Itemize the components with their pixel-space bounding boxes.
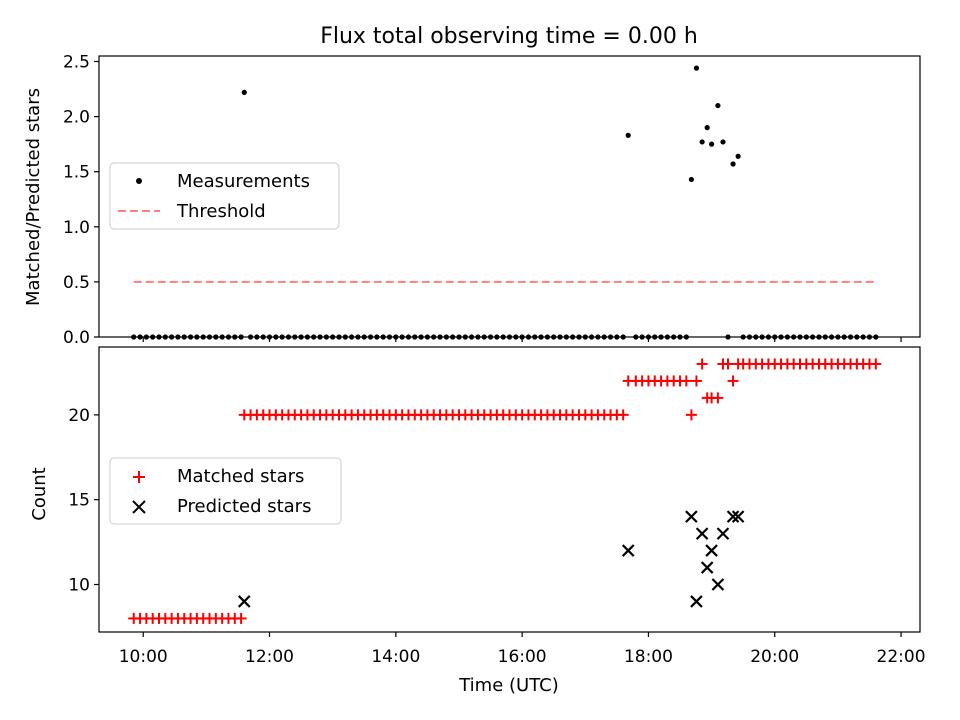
measurement-point [704,125,710,131]
matched-star-point [685,409,697,421]
measurement-point [688,176,694,183]
top-legend: Measurements Threshold [109,162,340,230]
legend-measurements-marker [136,178,142,184]
bottom-plot-frame [98,346,921,633]
x-tick-label: 10:00 [119,647,168,667]
bottom-y-tick-label: 10 [68,576,90,596]
measurement-point [708,141,715,147]
measurement-point [241,89,247,95]
top-y-axis-label: Matched/Predicted stars [23,88,44,306]
top-y-axis: 0.0 0.5 1.0 1.5 2.0 2.5 [63,53,99,348]
measurement-point [715,102,721,109]
top-plot-frame [98,55,921,338]
top-y-tick-label: 1.5 [63,163,90,183]
predicted-star-point [731,510,745,523]
top-plot-marks [131,65,879,340]
predicted-star-point [716,527,730,540]
legend-matched-marker [133,471,145,483]
x-tick-label: 12:00 [245,647,294,667]
predicted-star-point [685,510,698,523]
predicted-star-point [237,595,251,608]
bottom-y-tick-label: 15 [68,491,90,511]
matched-star-point [690,375,702,387]
predicted-star-point [726,510,740,523]
measurement-point [699,139,705,145]
x-tick-label: 16:00 [498,647,547,667]
bottom-legend: Matched stars Predicted stars [109,457,342,525]
predicted-star-point [690,595,703,608]
measurement-point [693,65,700,71]
predicted-star-point [695,527,709,540]
top-y-tick-label: 1.0 [63,218,90,238]
bottom-y-axis: 10 15 20 [68,406,99,596]
matched-star-point [727,375,739,387]
predicted-star-point [705,544,718,557]
legend-measurements-label: Measurements [177,171,310,192]
matched-star-point [235,612,247,624]
top-y-tick-label: 2.5 [63,53,90,73]
top-legend-frame [109,162,340,230]
legend-predicted-marker [132,500,146,514]
x-tick-label: 14:00 [371,647,420,667]
top-y-tick-label: 0.5 [63,273,90,293]
measurement-point [735,153,741,159]
bottom-y-tick-label: 20 [68,406,90,426]
legend-predicted-label: Predicted stars [177,496,311,517]
matched-star-point [696,358,708,370]
measurement-point [720,139,726,145]
bottom-plot-marks [128,358,882,624]
bottom-x-axis: 10:00 12:00 14:00 16:00 18:00 20:00 22:00 [119,632,926,667]
bottom-y-axis-label: Count [29,467,50,520]
top-x-axis-ticks [142,337,902,342]
x-tick-label: 22:00 [877,647,926,667]
top-panel: 0.0 0.5 1.0 1.5 2.0 2.5 Matched/Predicted sta… [23,53,921,348]
bottom-panel: 10 15 20 10:00 12:00 14:00 16:00 18:00 20:00 22:… [29,346,926,667]
x-tick-label: 18:00 [624,647,673,667]
predicted-star-point [711,578,725,591]
chart-title: Flux total observing time = 0.00 h [320,24,698,49]
matched-star-point [870,358,882,370]
matched-star-point [617,409,629,421]
predicted-star-point [621,544,635,557]
legend-matched-label: Matched stars [177,466,304,487]
x-axis-label: Time (UTC) [458,675,559,696]
bottom-legend-frame [109,457,342,525]
matched-star-point [680,375,692,387]
predicted-star-point [700,561,714,574]
matched-star-point [712,392,724,404]
measurement-point [625,132,631,138]
x-tick-label: 20:00 [750,647,799,667]
top-y-tick-label: 2.0 [63,108,90,128]
top-y-tick-label: 0.0 [63,328,90,348]
matched-star-point [722,358,734,370]
legend-threshold-label: Threshold [176,201,266,222]
measurement-point [730,161,736,167]
